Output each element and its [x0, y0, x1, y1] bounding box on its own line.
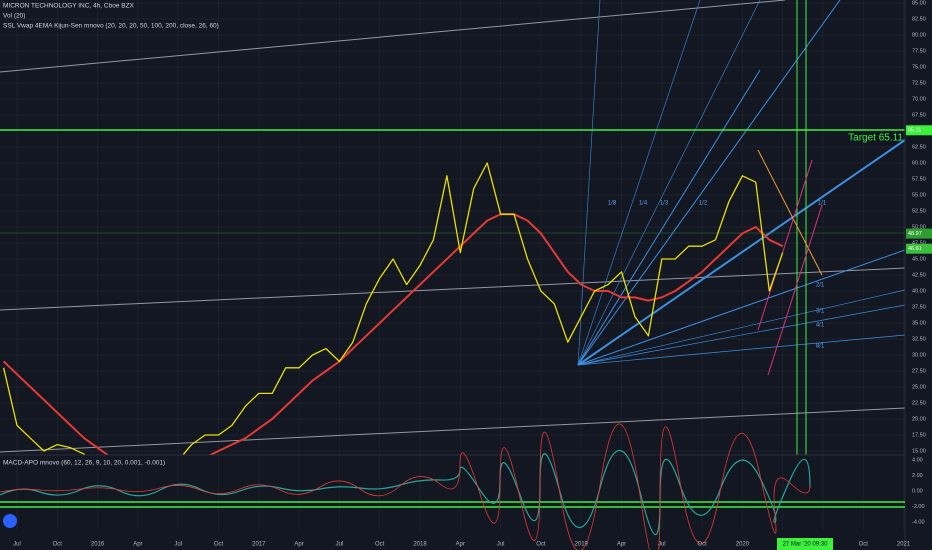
y-tick-label: 32.50 — [912, 336, 926, 342]
macd-drawings — [0, 423, 905, 550]
y-tick-label: 70.00 — [912, 96, 926, 102]
x-tick-label: Apr — [133, 542, 142, 548]
x-tick-label: Apr — [294, 542, 303, 548]
x-tick-label: Oct — [53, 542, 63, 548]
fan-label: 1/2 — [699, 201, 708, 207]
fan-label: 1/4 — [639, 201, 648, 207]
price-line — [2, 213, 784, 455]
y-tick-label: 82.50 — [912, 16, 926, 22]
chart-title: MICRON TECHNOLOGY INC, 4h, Cboe BZX — [3, 3, 135, 10]
fan-label: 2/1 — [816, 283, 825, 289]
price-tag — [906, 125, 932, 136]
toolbar-icon[interactable] — [3, 514, 17, 528]
fan-label: 1/1 — [818, 201, 827, 207]
macd-tick-label: -2.00 — [912, 504, 925, 510]
grid — [0, 0, 905, 530]
y-tick-label: 50.00 — [912, 224, 926, 230]
y-tick-label: 62.50 — [912, 144, 926, 150]
y-tick-label: 45.00 — [912, 256, 926, 262]
y-tick-label: 42.50 — [912, 272, 926, 278]
y-tick-label: 57.50 — [912, 176, 926, 182]
channel — [767, 204, 823, 376]
y-tick-label: 85.00 — [912, 0, 926, 6]
trend-line — [0, 267, 905, 311]
fan-label: 1/3 — [660, 201, 669, 207]
price-tag-label: 48.97 — [908, 231, 922, 237]
channel — [757, 159, 813, 331]
x-tick-label: 2019 — [575, 542, 589, 548]
y-tick-label: 40.00 — [912, 288, 926, 294]
fan-lines — [577, 0, 905, 366]
y-tick-label: 15.00 — [912, 448, 926, 454]
price-line — [2, 162, 784, 455]
fan-label: 3/1 — [816, 309, 825, 315]
channel — [757, 149, 823, 276]
y-tick-label: 17.50 — [912, 432, 926, 438]
fan-label: 1/8 — [608, 201, 617, 207]
price-tag — [906, 228, 932, 239]
indicator-label: SSL Vwap 4EMA Kijun-Sen mnovo (20, 20, 2… — [3, 23, 219, 30]
y-tick-label: 30.00 — [912, 352, 926, 358]
y-tick-label: 20.00 — [912, 416, 926, 422]
y-tick-label: 35.00 — [912, 320, 926, 326]
x-tick-label: Oct — [375, 542, 385, 548]
x-tick-label: Oct — [536, 542, 546, 548]
cursor-label: 27 Mar '20 09:30 — [783, 542, 829, 548]
macd-tick-label: 0.00 — [912, 488, 923, 494]
y-tick-label: 47.50 — [912, 240, 926, 246]
x-tick-label: Oct — [697, 542, 707, 548]
x-tick-label: 2017 — [252, 542, 266, 548]
trend-line — [0, 407, 905, 453]
x-tick-label: Apr — [617, 542, 626, 548]
price-tag-label: 65.11 — [908, 128, 921, 134]
fan-label: 8/1 — [816, 344, 825, 350]
x-tick-label: Oct — [859, 542, 869, 548]
y-tick-label: 52.50 — [912, 208, 926, 214]
indicator-label: Vol (20) — [3, 13, 25, 20]
y-tick-label: 75.00 — [912, 64, 926, 70]
price-pane — [2, 162, 784, 455]
y-tick-label: 22.50 — [912, 400, 926, 406]
y-tick-label: 72.50 — [912, 80, 926, 86]
drawings — [0, 0, 905, 455]
y-tick-label: 37.50 — [912, 304, 926, 310]
fan-label: 4/1 — [816, 323, 825, 329]
price-tag — [906, 243, 932, 254]
macd-tick-label: -4.00 — [912, 519, 925, 525]
x-tick-label: Jul — [497, 542, 505, 548]
y-tick-label: 60.00 — [912, 160, 926, 166]
y-tick-label: 55.00 — [912, 192, 926, 198]
x-tick-label: 2016 — [91, 542, 105, 548]
price-tag-label: 46.61 — [908, 246, 922, 252]
x-tick-label: Jul — [658, 542, 666, 548]
cursor-box — [777, 538, 833, 550]
x-tick-label: 2018 — [413, 542, 427, 548]
macd-tick-label: 4.00 — [912, 457, 923, 463]
x-tick-label: Jul — [174, 542, 182, 548]
target-annotation: Target 65.11 — [848, 133, 903, 144]
x-tick-label: 2021 — [897, 542, 911, 548]
x-tick-label: Apr — [456, 542, 465, 548]
x-tick-label: Jul — [13, 542, 21, 548]
y-tick-label: 67.50 — [912, 112, 926, 118]
macd-tick-label: 2.00 — [912, 473, 923, 479]
x-tick-label: 2020 — [736, 542, 750, 548]
y-tick-label: 27.50 — [912, 368, 926, 374]
y-tick-label: 25.00 — [912, 384, 926, 390]
x-tick-label: Jul — [336, 542, 344, 548]
macd-title: MACD-APO mnovo (60, 12, 26, 9, 10, 20, 0… — [3, 460, 165, 467]
x-tick-label: Oct — [214, 542, 224, 548]
y-tick-label: 80.00 — [912, 32, 926, 38]
y-tick-label: 77.50 — [912, 48, 926, 54]
trend-line — [0, 0, 786, 73]
